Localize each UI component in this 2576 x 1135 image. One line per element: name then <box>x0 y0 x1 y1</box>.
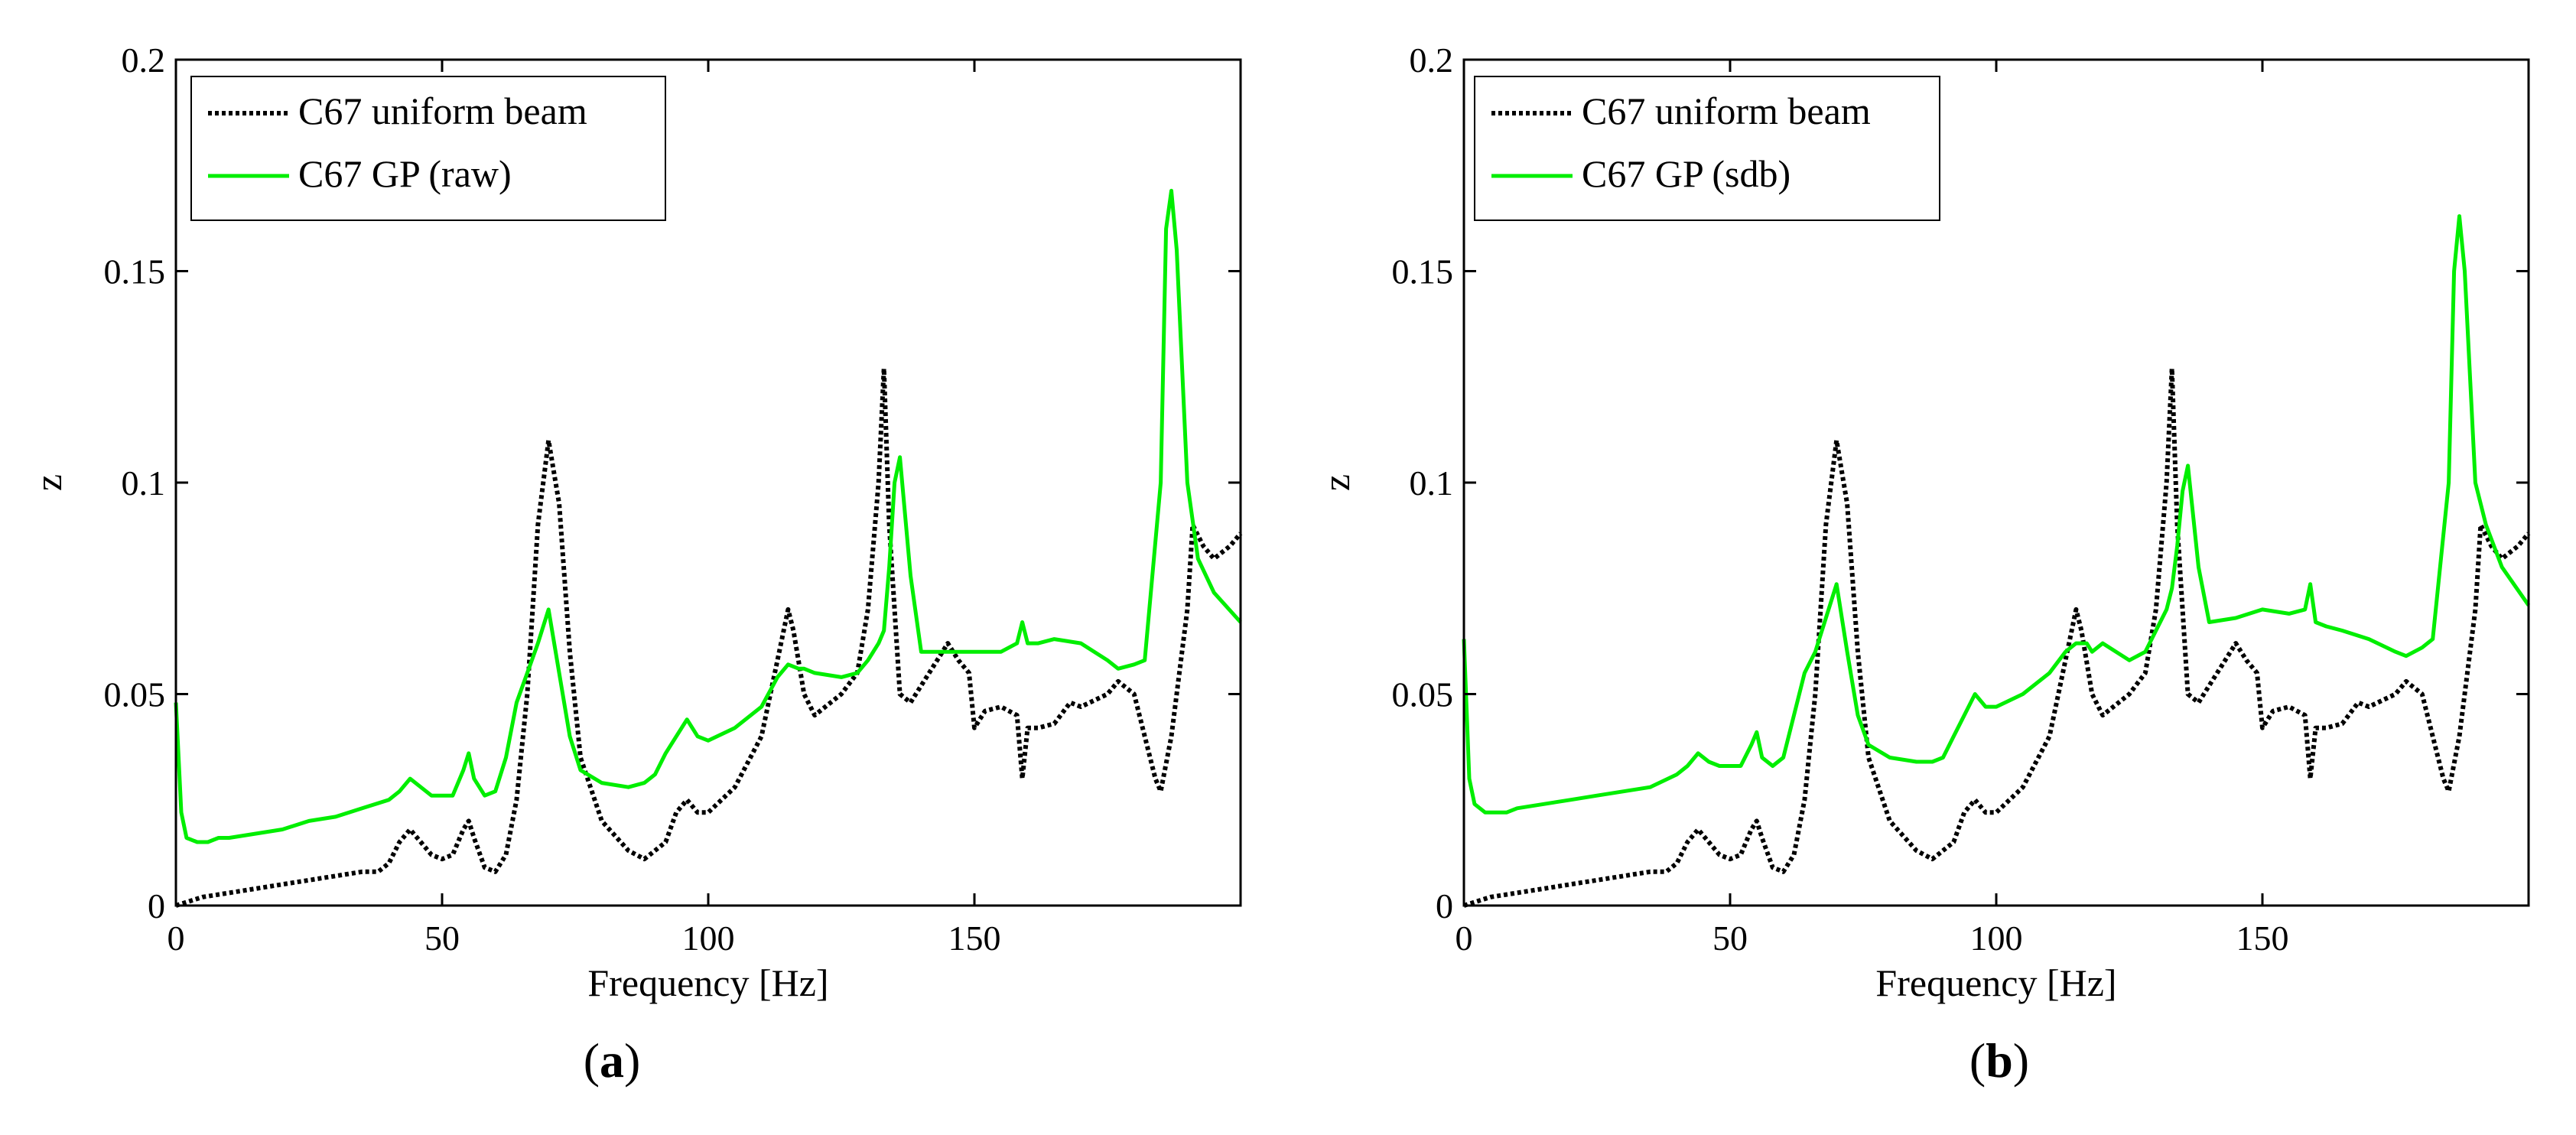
y-tick-label: 0.2 <box>122 41 166 80</box>
legend-label: C67 GP (raw) <box>298 152 512 195</box>
x-tick-label: 0 <box>168 919 185 958</box>
caption-letter-b: b <box>1986 1033 2013 1088</box>
x-tick-label: 100 <box>1970 919 2023 958</box>
caption-letter-a: a <box>600 1033 624 1088</box>
legend-box <box>1474 76 1940 221</box>
chart-a: 0 50 100 150 0 0.05 0.1 0.15 0.2 Frequency [Hz] z C… <box>27 41 1243 1004</box>
y-tick-label: 0.1 <box>122 463 166 502</box>
legend-label: C67 GP (sdb) <box>1582 152 1791 195</box>
x-tick-label: 150 <box>2236 919 2289 958</box>
legend-label: C67 uniform beam <box>298 89 587 132</box>
chart-b: 0 50 100 150 0 0.05 0.1 0.15 0.2 Frequency [Hz] z C… <box>1315 41 2531 1004</box>
legend-box <box>190 76 666 221</box>
legend-label: C67 uniform beam <box>1582 89 1871 132</box>
series-line-gp <box>174 188 1242 844</box>
series-line-uniform-beam <box>1463 366 2531 908</box>
series-line-gp <box>1462 214 2531 815</box>
caption-open-a: ( <box>583 1033 600 1088</box>
caption-b: (b) <box>1923 1033 2076 1089</box>
y-tick-label: 0.15 <box>104 252 166 291</box>
series-line-uniform-beam <box>175 366 1243 908</box>
y-axis-label: z <box>1315 474 1358 491</box>
y-tick-label: 0 <box>148 886 165 925</box>
y-tick-label: 0.1 <box>1410 463 1454 502</box>
y-axis-label: z <box>27 474 70 491</box>
x-axis-label: Frequency [Hz] <box>1875 961 2116 1004</box>
y-tick-label: 0.15 <box>1392 252 1454 291</box>
x-tick-label: 50 <box>1712 919 1748 958</box>
caption-close-a: ) <box>624 1033 641 1088</box>
chart-panel-a: 0 50 100 150 0 0.05 0.1 0.15 0.2 Frequency [Hz] z C… <box>27 41 1243 1089</box>
chart-panel-b: 0 50 100 150 0 0.05 0.1 0.15 0.2 Frequency [Hz] z C… <box>1288 0 2576 1135</box>
x-tick-label: 150 <box>948 919 1001 958</box>
x-tick-label: 100 <box>682 919 735 958</box>
y-tick-label: 0.05 <box>104 675 166 714</box>
y-tick-label: 0.05 <box>1392 675 1454 714</box>
x-tick-label: 0 <box>1456 919 1473 958</box>
x-axis-label: Frequency [Hz] <box>587 961 828 1004</box>
x-tick-label: 50 <box>424 919 460 958</box>
caption-open-b: ( <box>1969 1033 1986 1088</box>
y-tick-label: 0.2 <box>1410 41 1454 80</box>
y-tick-label: 0 <box>1436 886 1453 925</box>
caption-close-b: ) <box>2012 1033 2030 1088</box>
caption-a: (a) <box>535 1033 688 1089</box>
